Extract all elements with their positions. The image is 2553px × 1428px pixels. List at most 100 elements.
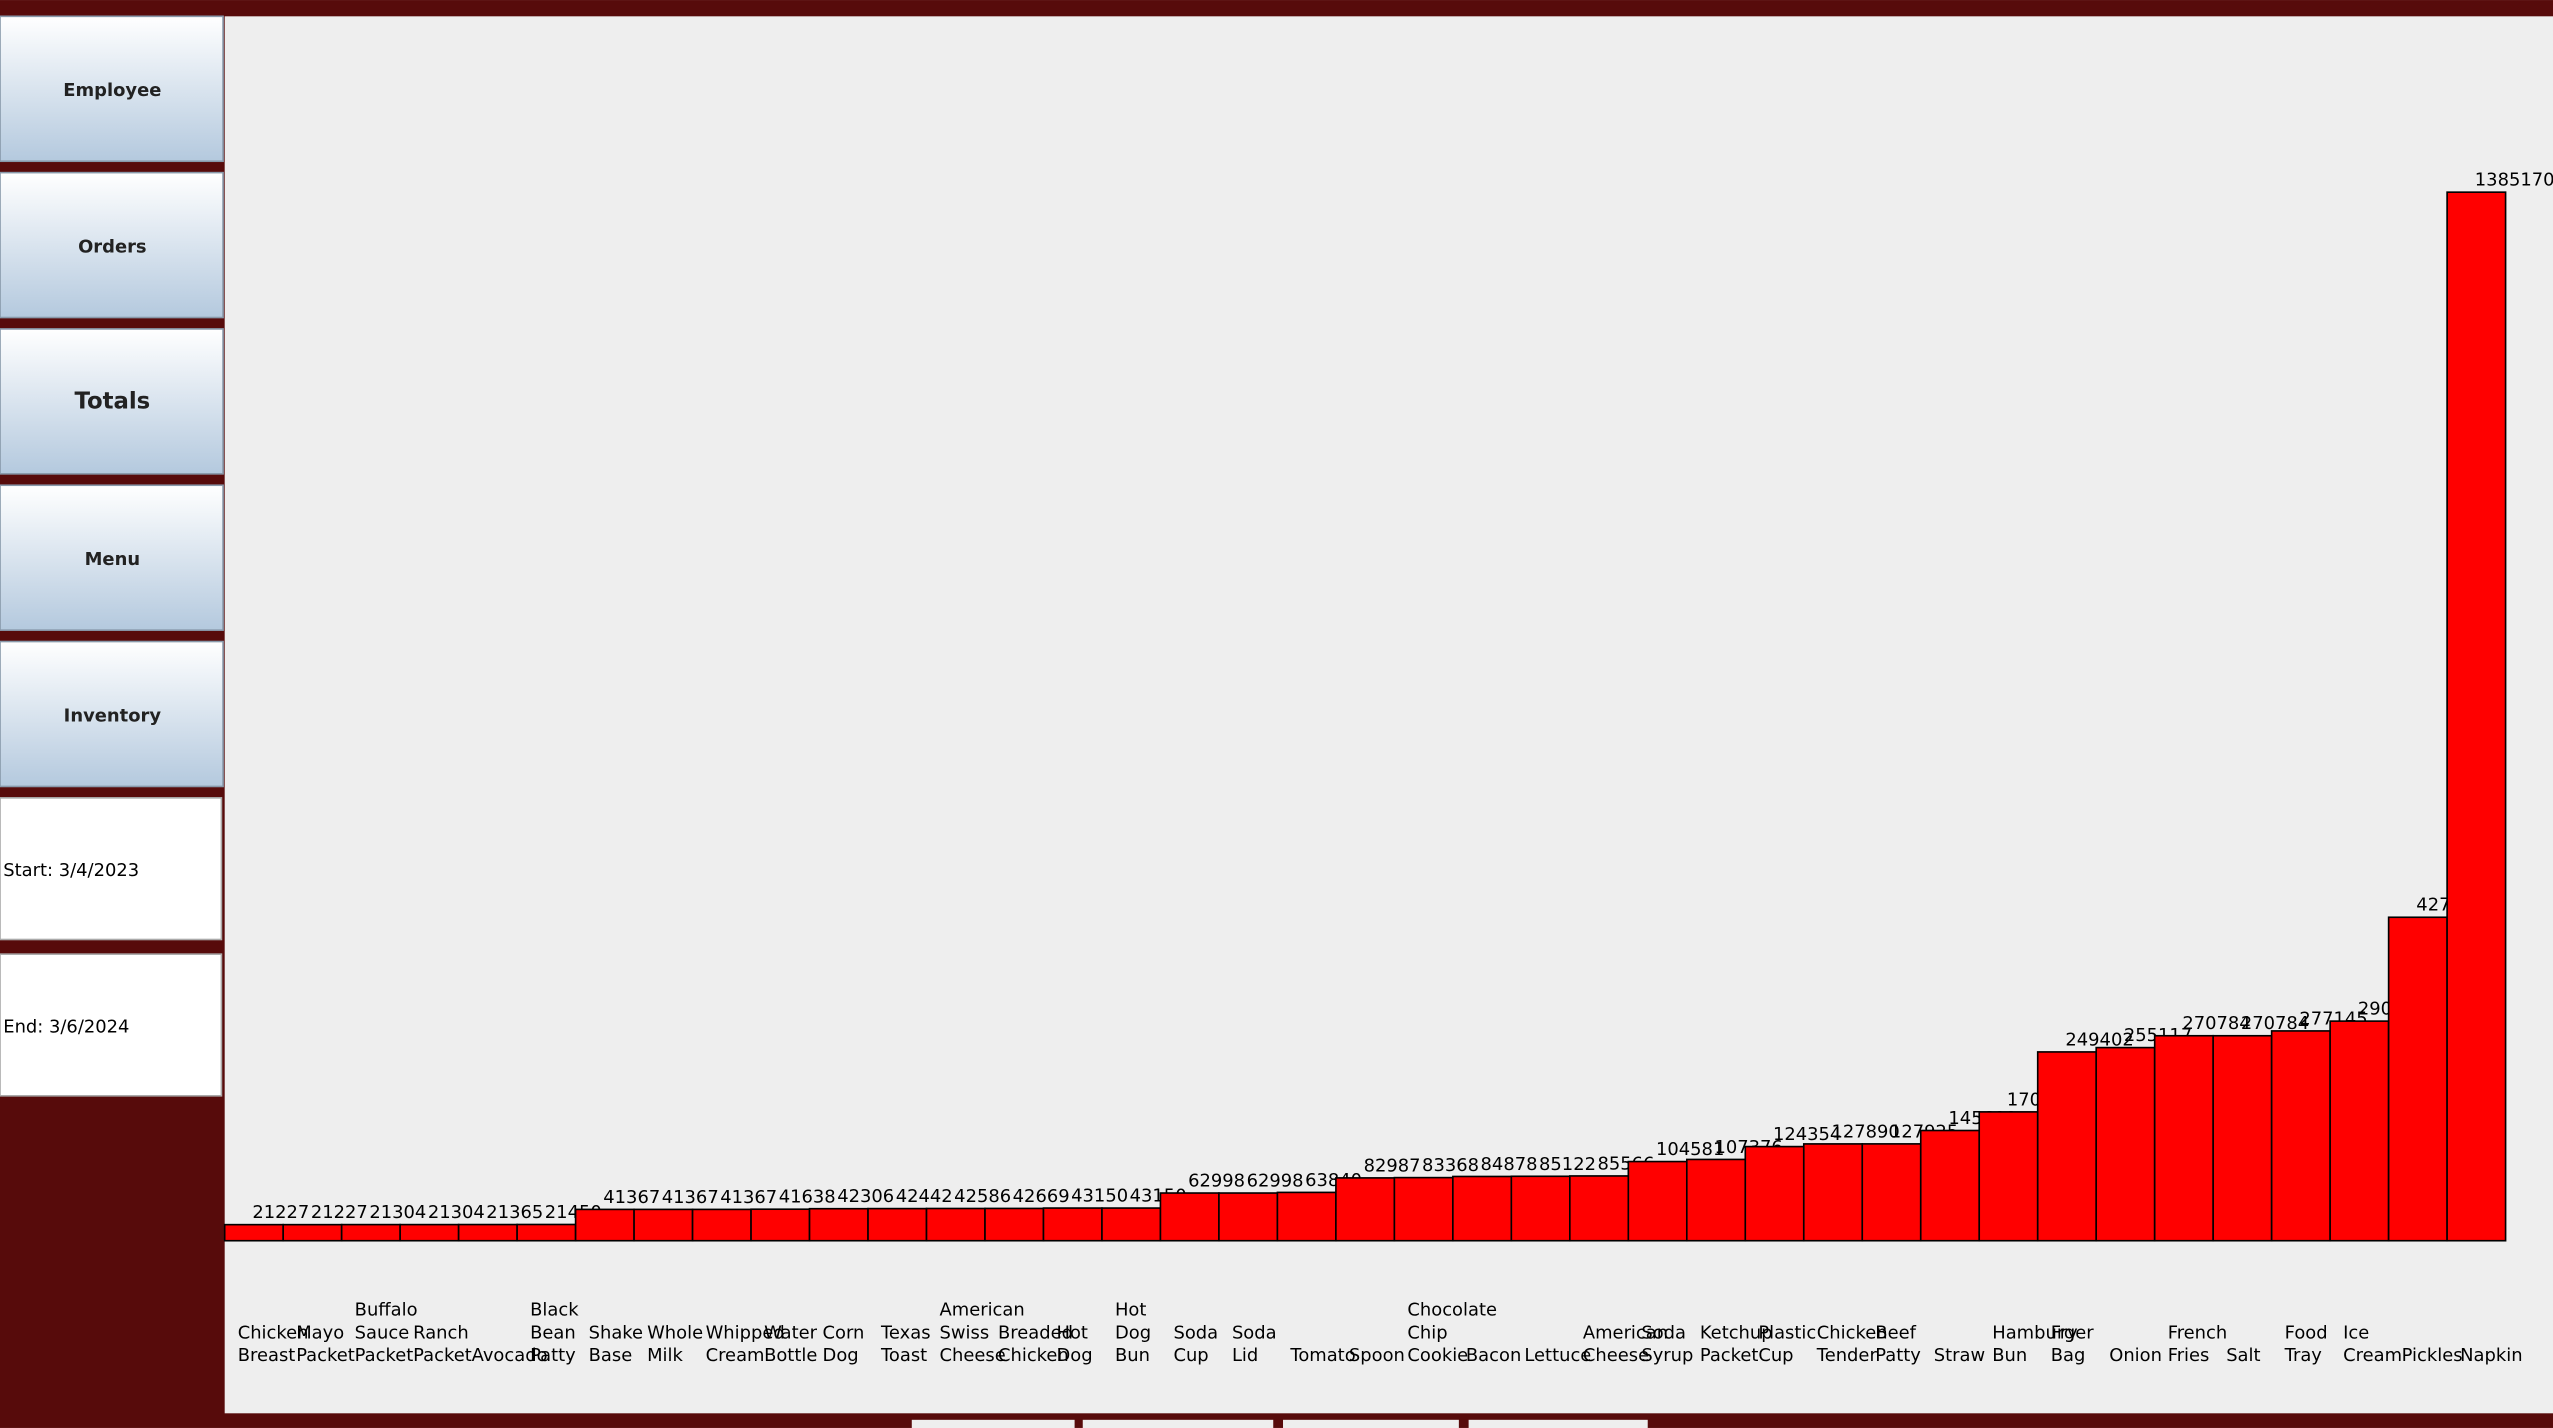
category-label: American Cheese <box>1583 1322 1668 1366</box>
category-label: Buffalo Sauce Packet <box>355 1300 418 1367</box>
category-label: Soda Lid <box>1232 1322 1277 1366</box>
bar <box>2329 1020 2390 1242</box>
category-label: Whipped Cream <box>706 1322 785 1366</box>
value-label: 270784 <box>2182 1013 2250 1034</box>
bar <box>1627 1160 1688 1242</box>
category-label: Bacon <box>1466 1345 1521 1366</box>
category-label: American Swiss Cheese <box>940 1300 1025 1367</box>
value-label: 82987 <box>1364 1155 1421 1176</box>
value-label: 41367 <box>662 1187 719 1208</box>
category-label: Napkin <box>2460 1345 2522 1366</box>
value-label: 41638 <box>779 1187 836 1208</box>
bar <box>2153 1034 2214 1242</box>
category-label: Salt <box>2226 1345 2260 1366</box>
value-label: 41367 <box>603 1187 660 1208</box>
value-label: 21365 <box>486 1202 543 1223</box>
category-label: Straw <box>1934 1345 1985 1366</box>
category-label: Breaded Chicken <box>998 1322 1073 1366</box>
bar <box>1685 1158 1747 1242</box>
bar <box>691 1208 752 1242</box>
bar <box>808 1207 869 1242</box>
bar <box>1744 1145 1805 1242</box>
bar <box>1393 1176 1454 1242</box>
category-label: Whole Milk <box>647 1322 703 1366</box>
bar <box>574 1208 635 1242</box>
category-label: Tomato <box>1289 1345 1355 1366</box>
start-box <box>0 797 223 941</box>
value-label: 62998 <box>1188 1171 1245 1192</box>
category-label: Beef Patty <box>1875 1322 1921 1366</box>
bar <box>1802 1143 1864 1242</box>
nav-button[interactable] <box>0 328 224 475</box>
bar <box>2446 191 2507 1242</box>
bar <box>984 1207 1045 1242</box>
bar <box>925 1207 986 1242</box>
bar <box>633 1208 694 1242</box>
bar <box>867 1207 928 1242</box>
category-label: Lettuce <box>1524 1345 1591 1366</box>
bar <box>1978 1111 2039 1242</box>
nav-button[interactable] <box>0 640 224 788</box>
chart: 21227 Chicken Breast 21227 Mayo Packet 21304 Bu… <box>223 170 2553 1367</box>
value-label: 21227 <box>252 1202 309 1223</box>
category-label: Onion <box>2109 1345 2162 1366</box>
nav-button[interactable] <box>0 171 224 319</box>
value-label: 83368 <box>1422 1155 1479 1176</box>
category-label: Hamburger Bun <box>1992 1322 2094 1366</box>
category-label: Plastic Cup <box>1758 1322 1816 1366</box>
end-box <box>0 953 223 1097</box>
bar <box>457 1223 518 1242</box>
bar <box>399 1223 460 1242</box>
bar <box>1510 1175 1571 1242</box>
category-label: Fry Bag <box>2051 1322 2086 1366</box>
nav-button-label[interactable]: Menu <box>85 549 140 570</box>
tab[interactable] <box>1082 1419 1274 1428</box>
category-label: Hot Dog <box>1056 1322 1092 1366</box>
value-label: 42586 <box>954 1186 1011 1207</box>
value-label: 42669 <box>1013 1186 1070 1207</box>
bar <box>1101 1207 1162 1242</box>
category-label: Food Tray <box>2284 1322 2328 1366</box>
bar <box>282 1223 343 1242</box>
nav-button-label[interactable]: Employee <box>63 80 161 101</box>
nav-button-label[interactable]: Inventory <box>64 705 162 726</box>
category-label: Ketchup Packet <box>1700 1322 1773 1366</box>
value-label: 84878 <box>1481 1154 1538 1175</box>
bar <box>1335 1177 1396 1242</box>
bar <box>1569 1175 1630 1242</box>
bar <box>516 1223 577 1242</box>
category-label: Soda Syrup <box>1641 1322 1693 1366</box>
nav-button-label[interactable]: Totals <box>74 389 150 415</box>
tab[interactable] <box>1283 1419 1459 1428</box>
value-label: 62998 <box>1247 1171 1304 1192</box>
bar <box>2095 1046 2156 1242</box>
bar <box>2387 916 2448 1242</box>
category-label: Avocado <box>472 1345 548 1366</box>
sidebar: Employee Orders Totals Menu Inventory <box>0 15 224 788</box>
bar <box>1042 1207 1103 1242</box>
bar <box>2270 1030 2331 1242</box>
category-label: Corn Dog <box>823 1322 865 1366</box>
value-label: 42306 <box>837 1186 894 1207</box>
bar <box>1159 1192 1220 1242</box>
bar <box>750 1208 811 1242</box>
value-label: 104581 <box>1656 1139 1724 1160</box>
value-label: 21227 <box>311 1202 368 1223</box>
tab[interactable] <box>911 1419 1075 1428</box>
nav-button[interactable] <box>0 15 224 163</box>
tab[interactable] <box>1468 1419 1648 1428</box>
nav-button-label[interactable]: Orders <box>78 236 147 257</box>
bar <box>340 1223 401 1242</box>
category-label: Shake Base <box>589 1322 643 1366</box>
value-label: 21304 <box>369 1202 426 1223</box>
category-label: Chicken Tender <box>1816 1322 1888 1366</box>
bar <box>1452 1175 1513 1242</box>
category-label: Pickles <box>2402 1345 2463 1366</box>
bar <box>2212 1034 2273 1242</box>
category-label: Water Bottle <box>764 1322 818 1366</box>
nav-button[interactable] <box>0 484 224 631</box>
category-label: French Fries <box>2168 1322 2228 1366</box>
value-label: 85122 <box>1539 1154 1596 1175</box>
bar <box>223 1223 284 1242</box>
bar <box>1861 1143 1922 1242</box>
